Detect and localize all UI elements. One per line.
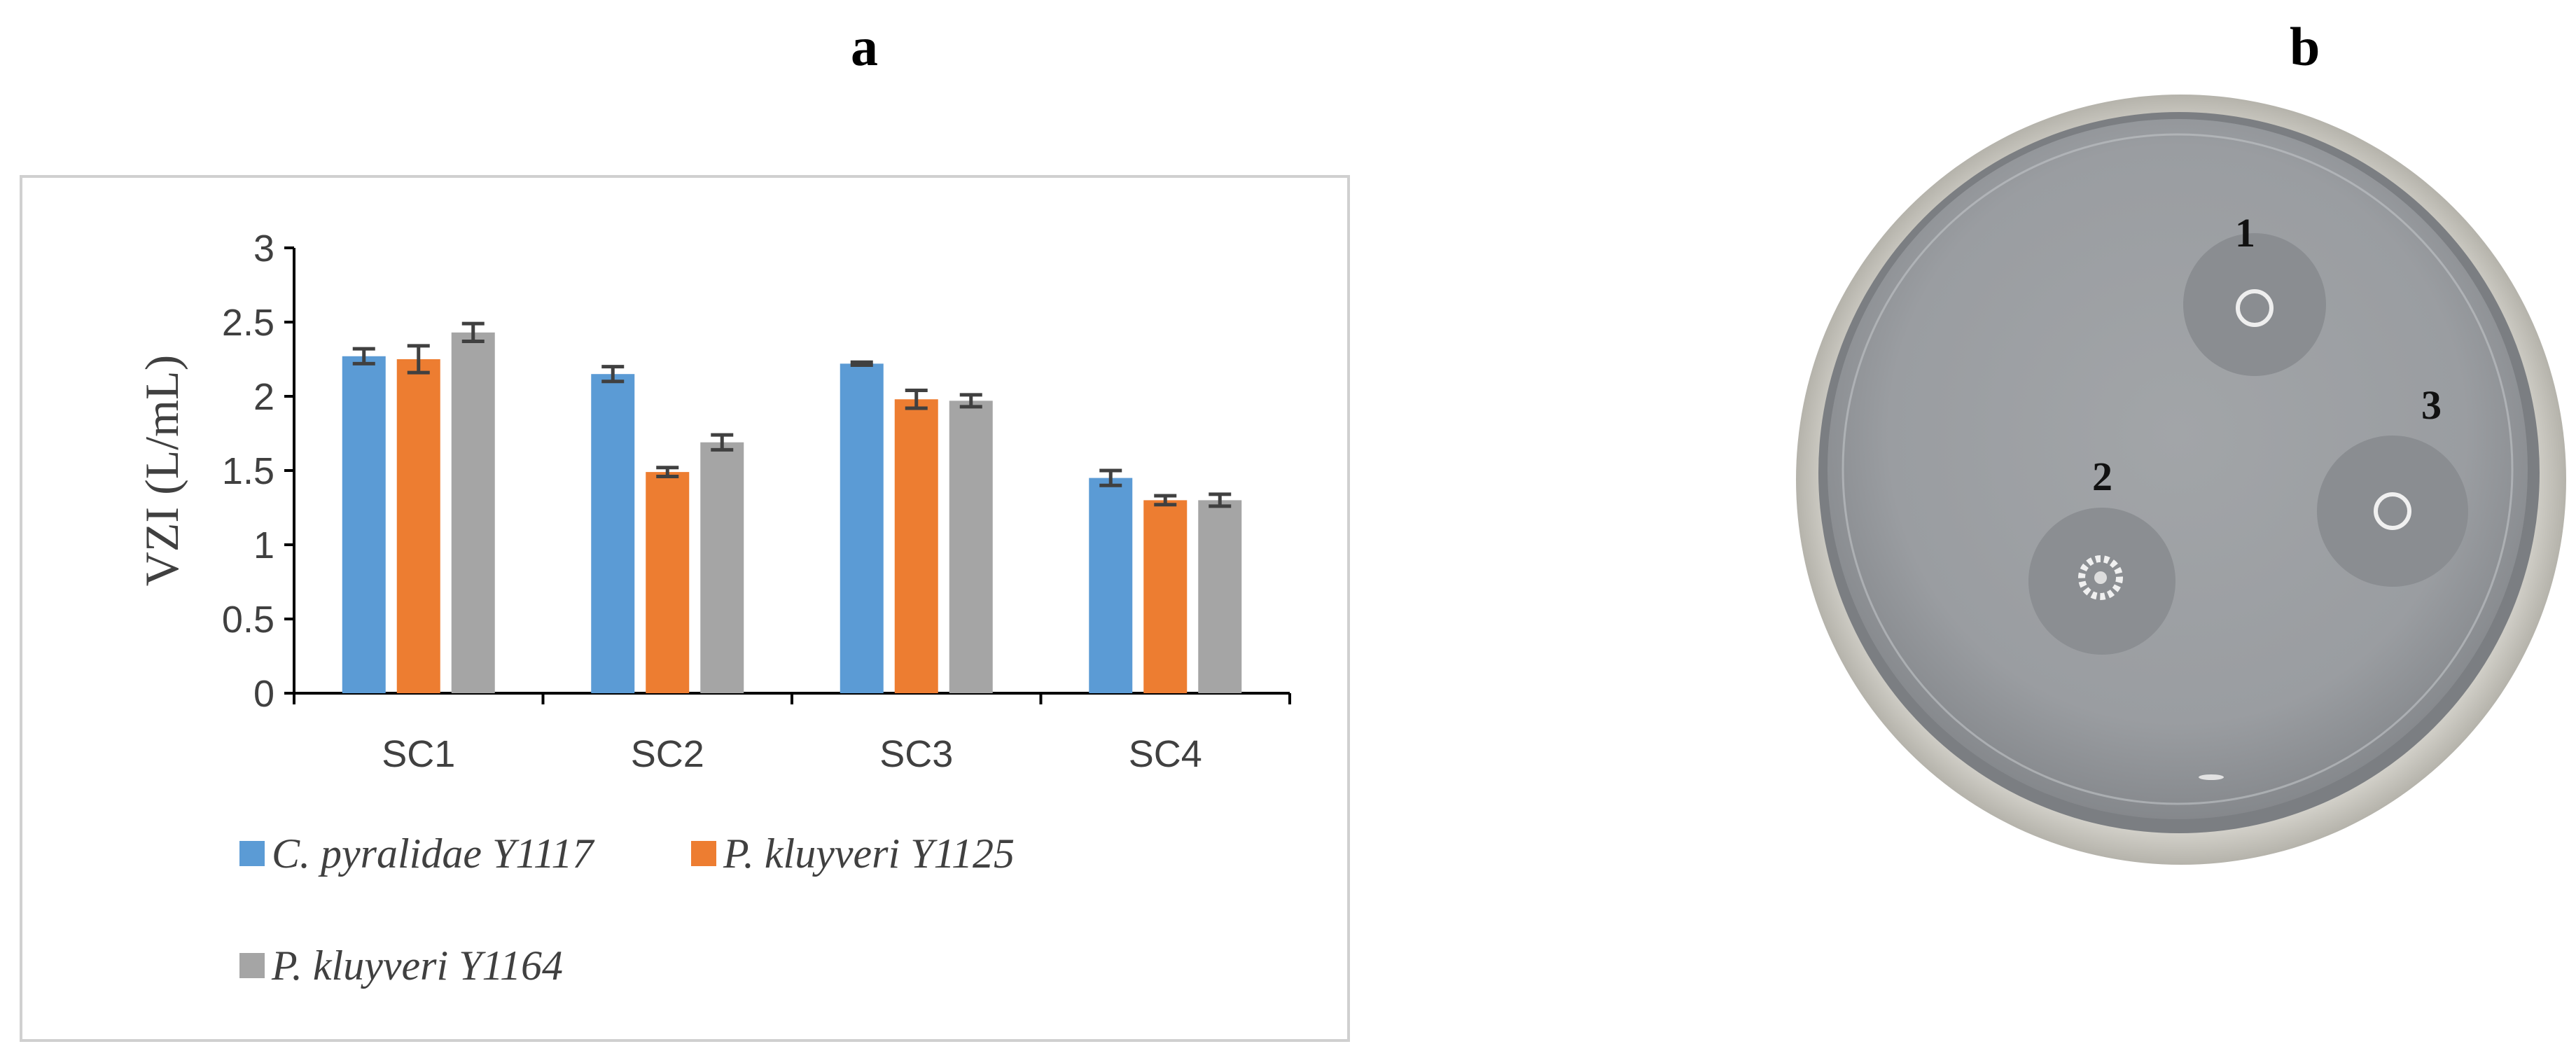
bar [396, 359, 440, 693]
zone-label-1: 1 [2235, 210, 2255, 256]
x-tick-label: SC3 [879, 733, 953, 775]
x-tick-label: SC1 [382, 733, 455, 775]
chart-frame: 0 0.5 1 1.5 2 2.5 3 SC1 SC2 SC3 SC4 VZI (L/mL) C. py… [20, 175, 1350, 1042]
bar [1198, 500, 1242, 693]
x-tick-label: SC2 [631, 733, 704, 775]
y-tick-label: 3 [253, 228, 274, 270]
zone-label-2: 2 [2092, 454, 2112, 499]
legend-swatch [239, 953, 265, 978]
y-tick-label: 2 [253, 376, 274, 418]
well-2 [2078, 555, 2123, 600]
bar [949, 401, 993, 693]
bar [591, 374, 635, 693]
zone-label-3: 3 [2421, 382, 2442, 428]
bar [1143, 500, 1188, 693]
inhibition-zone-1 [2183, 233, 2326, 376]
bar [894, 399, 938, 693]
legend-swatch [691, 841, 716, 866]
y-tick-label: 1 [253, 524, 274, 566]
legend-label: C. pyralidae Y1117 [272, 830, 595, 877]
glare-spot [2199, 774, 2224, 780]
bar [700, 442, 744, 693]
well-1 [2236, 289, 2274, 327]
inner-reflection [1842, 133, 2514, 805]
legend-swatch [239, 841, 265, 866]
y-tick-label: 0 [253, 673, 274, 715]
y-tick-label: 1.5 [222, 450, 274, 492]
y-tick-label: 2.5 [222, 302, 274, 344]
bar [342, 356, 386, 693]
bar-chart: 0 0.5 1 1.5 2 2.5 3 SC1 SC2 SC3 SC4 VZI (L/mL) C. py… [135, 228, 1291, 989]
x-tick-label: SC4 [1129, 733, 1202, 775]
bar [451, 332, 495, 694]
inhibition-zone-3 [2317, 436, 2468, 587]
bar [646, 472, 690, 693]
well-3 [2374, 492, 2411, 530]
y-axis-label: VZI (L/mL) [135, 355, 188, 586]
panel-label-b: b [2290, 16, 2320, 77]
legend-label: P. kluyveri Y1164 [271, 942, 563, 989]
bar [1089, 478, 1133, 693]
panel-label-a: a [851, 16, 878, 77]
petri-dish-photo: 1 2 3 [1796, 95, 2566, 865]
bar [840, 363, 884, 693]
agar-surface [1827, 119, 2528, 819]
y-tick-label: 0.5 [222, 599, 274, 641]
legend-label: P. kluyveri Y1125 [723, 830, 1015, 877]
